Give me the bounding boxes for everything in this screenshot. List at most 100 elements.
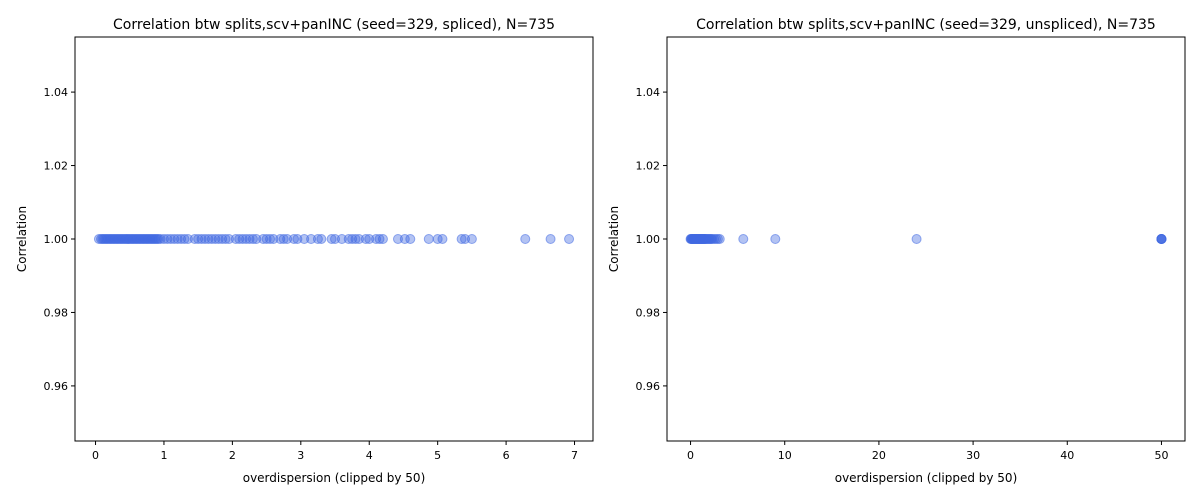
scatter-point xyxy=(282,234,293,244)
scatter-point xyxy=(179,234,190,244)
scatter-point xyxy=(213,234,224,244)
scatter-point xyxy=(251,234,262,244)
x-tick-label: 0 xyxy=(92,449,99,462)
y-tick-label: 0.96 xyxy=(44,380,69,393)
scatter-point xyxy=(770,234,781,244)
scatter-point xyxy=(392,234,403,244)
scatter-point xyxy=(374,234,385,244)
chart-title: Correlation btw splits,scv+panINC (seed=… xyxy=(696,17,1156,33)
scatter-point xyxy=(230,234,241,244)
scatter-points xyxy=(93,234,575,244)
scatter-point xyxy=(423,234,434,244)
scatter-point xyxy=(399,234,410,244)
y-tick-label: 1.02 xyxy=(44,160,69,173)
scatter-point xyxy=(911,234,922,244)
x-tick-label: 40 xyxy=(1060,449,1074,462)
scatter-point xyxy=(223,234,234,244)
scatter-point xyxy=(241,234,252,244)
scatter-point xyxy=(460,234,471,244)
scatter-point xyxy=(456,234,467,244)
y-tick-label: 0.98 xyxy=(636,306,661,319)
x-tick-label: 3 xyxy=(297,449,304,462)
y-tick-label: 1.02 xyxy=(636,160,661,173)
scatter-point xyxy=(258,234,269,244)
scatter-point xyxy=(545,234,556,244)
x-tick-label: 7 xyxy=(571,449,578,462)
scatter-point xyxy=(360,234,371,244)
scatter-point xyxy=(189,234,200,244)
scatter-point xyxy=(347,234,358,244)
x-tick-label: 2 xyxy=(229,449,236,462)
scatter-points xyxy=(685,234,1167,244)
scatter-point xyxy=(520,234,531,244)
scatter-point xyxy=(278,234,289,244)
scatter-point xyxy=(247,234,258,244)
chart-unspliced: Correlation btw splits,scv+panINC (seed=… xyxy=(607,17,1186,485)
scatter-point xyxy=(377,234,388,244)
y-axis-label: Correlation xyxy=(607,206,621,272)
scatter-point xyxy=(220,234,231,244)
scatter-point xyxy=(244,234,255,244)
x-axis-ticks: 0 1 2 3 4 5 6 7 xyxy=(92,441,578,462)
scatter-point xyxy=(343,234,354,244)
scatter-point xyxy=(203,234,214,244)
x-tick-label: 1 xyxy=(160,449,167,462)
y-tick-label: 1.00 xyxy=(44,233,69,246)
scatter-point xyxy=(155,234,166,244)
x-tick-label: 0 xyxy=(687,449,694,462)
scatter-point xyxy=(210,234,221,244)
scatter-point xyxy=(234,234,245,244)
x-tick-label: 20 xyxy=(872,449,886,462)
scatter-point xyxy=(564,234,575,244)
scatter-point xyxy=(217,234,228,244)
y-tick-label: 0.96 xyxy=(636,380,661,393)
scatter-point xyxy=(275,234,286,244)
scatter-point xyxy=(158,234,169,244)
scatter-point xyxy=(237,234,248,244)
scatter-point xyxy=(182,234,193,244)
chart-title: Correlation btw splits,scv+panINC (seed=… xyxy=(113,17,555,33)
scatter-point xyxy=(193,234,204,244)
x-tick-label: 6 xyxy=(503,449,510,462)
x-tick-label: 30 xyxy=(966,449,980,462)
x-axis-label: overdispersion (clipped by 50) xyxy=(243,471,426,485)
x-axis-ticks: 0 10 20 30 40 50 xyxy=(687,441,1168,462)
scatter-point xyxy=(466,234,477,244)
scatter-point xyxy=(371,234,382,244)
y-axis-ticks: 0.96 0.98 1.00 1.02 1.04 xyxy=(44,86,75,393)
scatter-point xyxy=(364,234,375,244)
scatter-point xyxy=(316,234,327,244)
y-axis-ticks: 0.96 0.98 1.00 1.02 1.04 xyxy=(636,86,667,393)
scatter-point xyxy=(176,234,187,244)
scatter-point xyxy=(353,234,364,244)
scatter-point xyxy=(162,234,173,244)
scatter-point xyxy=(169,234,180,244)
scatter-point xyxy=(292,234,303,244)
scatter-point xyxy=(306,234,317,244)
scatter-point xyxy=(265,234,276,244)
y-axis-label: Correlation xyxy=(15,206,29,272)
scatter-point xyxy=(738,234,749,244)
scatter-point xyxy=(330,234,341,244)
scatter-point xyxy=(206,234,217,244)
scatter-point xyxy=(1156,234,1167,244)
scatter-point xyxy=(196,234,207,244)
x-tick-label: 4 xyxy=(366,449,373,462)
scatter-point xyxy=(350,234,361,244)
scatter-point xyxy=(312,234,323,244)
scatter-point xyxy=(405,234,416,244)
scatter-point xyxy=(261,234,272,244)
y-tick-label: 0.98 xyxy=(44,306,69,319)
x-tick-label: 50 xyxy=(1154,449,1168,462)
scatter-point xyxy=(437,234,448,244)
scatter-point xyxy=(714,234,725,244)
scatter-point xyxy=(165,234,176,244)
scatter-point xyxy=(288,234,299,244)
scatter-point xyxy=(172,234,183,244)
scatter-point xyxy=(200,234,211,244)
chart-spliced: Correlation btw splits,scv+panINC (seed=… xyxy=(15,17,594,485)
x-tick-label: 10 xyxy=(778,449,792,462)
scatter-point xyxy=(268,234,279,244)
scatter-point xyxy=(326,234,337,244)
